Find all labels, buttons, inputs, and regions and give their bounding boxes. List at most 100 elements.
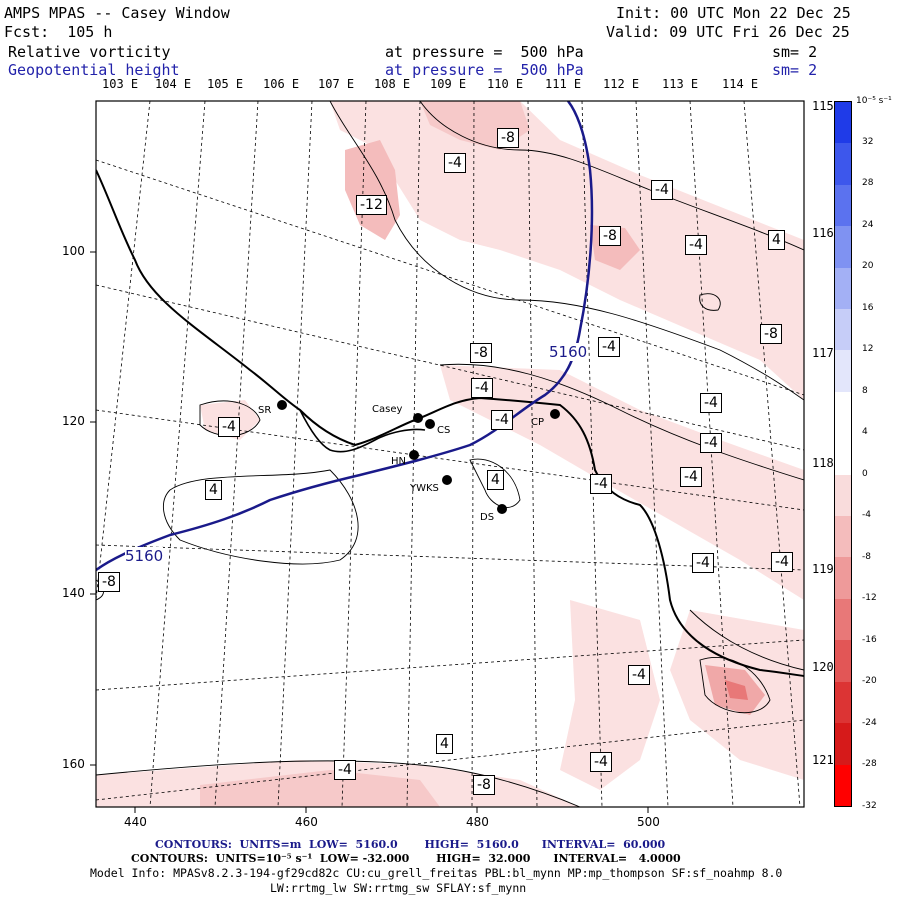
colorbar-segment [835,681,851,724]
station-label: YWKS [410,483,439,494]
x-tick: 500 [637,815,660,829]
vorticity-contour-label: -4 [334,760,356,780]
vorticity-contour-label: -4 [700,393,722,413]
vorticity-contour-label: 4 [436,734,453,754]
vorticity-contour-label: -8 [470,343,492,363]
lon-label: 108 E [374,77,411,91]
field2-name: Geopotential height [8,61,180,79]
colorbar-segment [835,143,851,185]
station-label: CP [531,417,545,428]
colorbar-label: 12 [862,344,874,355]
lon-label: 106 E [263,77,300,91]
station-label: Casey [372,404,403,415]
vorticity-contour-label: -4 [491,410,513,430]
colorbar-segment [835,267,851,310]
station-label: CS [437,425,451,436]
y-tick: 120 [62,414,85,428]
lon-label: 105 E [207,77,244,91]
vorticity-contour-label: -4 [680,467,702,487]
y-tick: 100 [62,244,85,258]
station-label: HN [391,456,406,467]
x-tick: 460 [295,815,318,829]
vorticity-shade [560,600,660,790]
vorticity-shade [345,140,400,240]
y-tick: 160 [62,757,85,771]
coastline [299,409,426,453]
colorbar-segment [835,557,851,599]
colorbar-label: -8 [862,551,871,562]
colorbar-label: 16 [862,302,874,313]
height-contour-label: 5160 [125,547,164,565]
height-contour-label: 5160 [549,343,588,361]
vorticity-contour-label: -12 [356,195,387,215]
lon-label: 114 E [722,77,759,91]
lon-label: 107 E [318,77,355,91]
vorticity-contour-label: -4 [651,180,673,200]
colorbar-segment [835,309,851,351]
colorbar-segment [835,350,851,392]
vorticity-contour-label: -8 [760,324,782,344]
height-contour-5160 [96,101,594,572]
station-label: DS [480,512,495,523]
vorticity-contour-label: 4 [768,230,785,250]
colorbar-label: -28 [862,759,877,770]
y-tick: 140 [62,586,85,600]
colorbar-label: 32 [862,136,874,147]
vorticity-shade [725,680,748,700]
vorticity-contour-label: -4 [700,433,722,453]
vorticity-contour-label: -4 [771,552,793,572]
vorticity-contour-label: -4 [444,153,466,173]
colorbar-segment [835,226,851,268]
colorbar-label: -12 [862,593,877,604]
vorticity-contour-label: 4 [487,470,504,490]
field1-level: at pressure = 500 hPa [385,43,584,61]
contour-info-vorticity: CONTOURS: UNITS=10⁻⁵ s⁻¹ LOW= -32.000 HI… [131,852,681,865]
colorbar-segment [835,640,851,682]
vorticity-contour-label: -4 [471,378,493,398]
colorbar-segment [835,598,851,641]
vorticity-contour-label: -8 [473,775,495,795]
lon-label: 113 E [662,77,699,91]
colorbar-segment [835,184,851,227]
colorbar-label: 4 [862,427,868,438]
colorbar-label: -20 [862,676,877,687]
colorbar-label: -24 [862,717,877,728]
vorticity-contour-label: -4 [598,337,620,357]
coastline [96,169,804,677]
field2-smooth: sm= 2 [772,61,818,79]
field1-smooth: sm= 2 [772,43,818,61]
vorticity-contour-label: -4 [590,752,612,772]
x-tick: 480 [466,815,489,829]
x-tick: 440 [124,815,147,829]
plot-title: AMPS MPAS -- Casey Window [4,4,230,22]
colorbar-label: 8 [862,385,868,396]
colorbar-segment [835,433,851,475]
contour-info-height: CONTOURS: UNITS=m LOW= 5160.0 HIGH= 5160… [155,838,666,851]
vorticity-contour-label: -8 [599,226,621,246]
lon-label: 110 E [487,77,524,91]
colorbar-segment [835,391,851,434]
colorbar-units: 10⁻⁵ s⁻¹ [856,96,892,106]
model-info-2: LW:rrtmg_lw SW:rrtmg_sw SFLAY:sf_mynn [270,881,527,895]
valid-time: Valid: 09 UTC Fri 26 Dec 25 [606,23,850,41]
lon-label: 109 E [430,77,467,91]
vorticity-contour-label: -8 [497,128,519,148]
vorticity-contour-label: -4 [685,235,707,255]
colorbar [834,101,852,807]
lon-label: 111 E [545,77,582,91]
vorticity-contour-label: -4 [218,417,240,437]
vorticity-shade [330,101,804,400]
lon-label: 104 E [155,77,192,91]
model-info: Model Info: MPASv8.2.3-194-gf29cd82c CU:… [90,866,783,880]
vorticity-contour-label: -4 [590,474,612,494]
vorticity-contour-label: 4 [205,480,222,500]
forecast-hour: Fcst: 105 h [4,23,113,41]
colorbar-label: 28 [862,178,874,189]
field2-level: at pressure = 500 hPa [385,61,584,79]
colorbar-label: 0 [862,468,868,479]
colorbar-label: 24 [862,219,874,230]
init-time: Init: 00 UTC Mon 22 Dec 25 [616,4,851,22]
colorbar-segment [835,474,851,517]
vorticity-shade [200,770,440,807]
